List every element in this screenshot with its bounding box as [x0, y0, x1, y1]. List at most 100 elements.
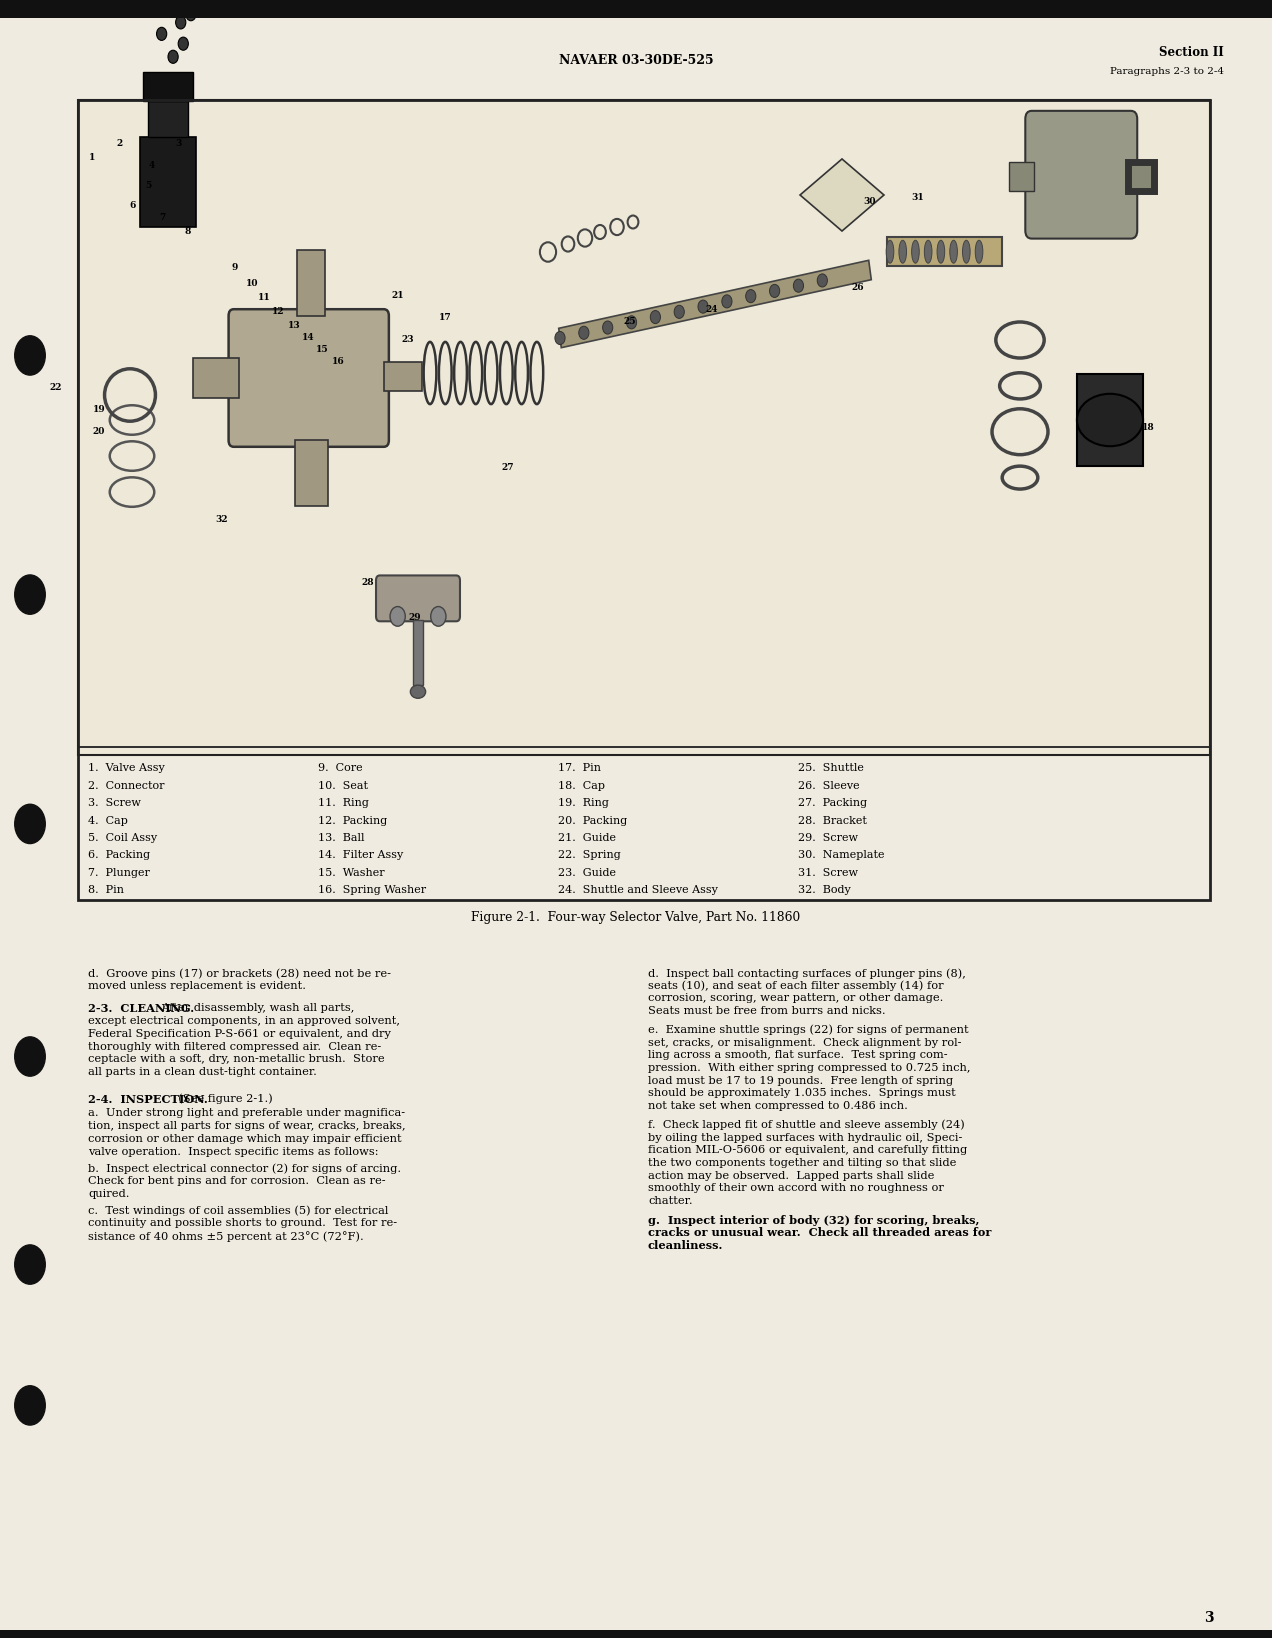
Text: 17: 17: [439, 313, 452, 323]
Text: 29: 29: [408, 614, 421, 622]
Bar: [78, 747, 1210, 749]
Text: fication MIL-O-5606 or equivalent, and carefully fitting: fication MIL-O-5606 or equivalent, and c…: [647, 1145, 967, 1155]
Text: d.  Groove pins (17) or brackets (28) need not be re-: d. Groove pins (17) or brackets (28) nee…: [88, 968, 391, 978]
FancyBboxPatch shape: [229, 310, 389, 447]
Text: 11: 11: [258, 293, 271, 303]
Text: 32: 32: [216, 516, 228, 524]
Text: Check for bent pins and for corrosion.  Clean as re-: Check for bent pins and for corrosion. C…: [88, 1176, 385, 1186]
Text: 24.  Shuttle and Sleeve Assy: 24. Shuttle and Sleeve Assy: [558, 886, 717, 896]
Text: 26: 26: [852, 283, 864, 293]
Text: 14.  Filter Assy: 14. Filter Assy: [318, 850, 403, 860]
Text: Paragraphs 2-3 to 2-4: Paragraphs 2-3 to 2-4: [1109, 67, 1224, 77]
Text: e.  Examine shuttle springs (22) for signs of permanent: e. Examine shuttle springs (22) for sign…: [647, 1025, 968, 1035]
Text: seats (10), and seat of each filter assembly (14) for: seats (10), and seat of each filter asse…: [647, 981, 944, 991]
Text: the two components together and tilting so that slide: the two components together and tilting …: [647, 1158, 957, 1168]
Text: tion, inspect all parts for signs of wear, cracks, breaks,: tion, inspect all parts for signs of wea…: [88, 1120, 406, 1132]
Text: 24: 24: [706, 306, 719, 314]
Text: not take set when compressed to 0.486 inch.: not take set when compressed to 0.486 in…: [647, 1101, 908, 1111]
Text: corrosion, scoring, wear pattern, or other damage.: corrosion, scoring, wear pattern, or oth…: [647, 993, 944, 1004]
Ellipse shape: [912, 241, 920, 264]
Text: g.  Inspect interior of body (32) for scoring, breaks,: g. Inspect interior of body (32) for sco…: [647, 1215, 979, 1225]
Ellipse shape: [937, 241, 945, 264]
Ellipse shape: [770, 285, 780, 298]
Ellipse shape: [178, 38, 188, 51]
Text: 6.  Packing: 6. Packing: [88, 850, 150, 860]
Text: 4: 4: [149, 161, 155, 169]
Text: all parts in a clean dust-tight container.: all parts in a clean dust-tight containe…: [88, 1066, 317, 1076]
Text: should be approximately 1.035 inches.  Springs must: should be approximately 1.035 inches. Sp…: [647, 1088, 955, 1099]
Text: load must be 17 to 19 pounds.  Free length of spring: load must be 17 to 19 pounds. Free lengt…: [647, 1076, 953, 1086]
Bar: [1009, 162, 1034, 192]
Text: ceptacle with a soft, dry, non-metallic brush.  Store: ceptacle with a soft, dry, non-metallic …: [88, 1055, 384, 1065]
Text: 25: 25: [623, 318, 636, 326]
Text: 19.  Ring: 19. Ring: [558, 798, 609, 808]
Bar: [140, 138, 196, 228]
Ellipse shape: [411, 685, 426, 698]
Bar: [413, 619, 424, 685]
Text: 11.  Ring: 11. Ring: [318, 798, 369, 808]
Text: 1.  Valve Assy: 1. Valve Assy: [88, 763, 165, 773]
Text: set, cracks, or misalignment.  Check alignment by rol-: set, cracks, or misalignment. Check alig…: [647, 1037, 962, 1048]
Bar: [148, 102, 188, 138]
Ellipse shape: [674, 305, 684, 318]
Text: continuity and possible shorts to ground.  Test for re-: continuity and possible shorts to ground…: [88, 1219, 397, 1228]
Text: 10: 10: [245, 280, 258, 288]
Text: 21: 21: [392, 290, 404, 300]
Text: b.  Inspect electrical connector (2) for signs of arcing.: b. Inspect electrical connector (2) for …: [88, 1163, 401, 1174]
Text: 8: 8: [184, 228, 191, 236]
Text: 29.  Screw: 29. Screw: [798, 834, 859, 844]
Text: 13: 13: [287, 321, 300, 329]
Circle shape: [15, 1245, 46, 1284]
Bar: [298, 251, 326, 316]
Text: Federal Specification P-S-661 or equivalent, and dry: Federal Specification P-S-661 or equival…: [88, 1029, 391, 1038]
Ellipse shape: [555, 331, 565, 344]
Bar: [0, 0, 1272, 18]
Ellipse shape: [626, 316, 636, 329]
Text: Seats must be free from burrs and nicks.: Seats must be free from burrs and nicks.: [647, 1006, 885, 1016]
Text: 3: 3: [174, 139, 181, 147]
Text: valve operation.  Inspect specific items as follows:: valve operation. Inspect specific items …: [88, 1147, 379, 1156]
Circle shape: [15, 1386, 46, 1425]
Text: 23: 23: [402, 336, 415, 344]
Ellipse shape: [887, 241, 894, 264]
Text: 15: 15: [315, 346, 328, 354]
Bar: [0, 1630, 1272, 1638]
Text: 8.  Pin: 8. Pin: [88, 886, 123, 896]
Bar: [384, 362, 422, 391]
Text: 9: 9: [232, 264, 238, 272]
Ellipse shape: [899, 241, 907, 264]
Ellipse shape: [391, 606, 406, 626]
Text: d.  Inspect ball contacting surfaces of plunger pins (8),: d. Inspect ball contacting surfaces of p…: [647, 968, 965, 978]
Ellipse shape: [976, 241, 983, 264]
Text: 25.  Shuttle: 25. Shuttle: [798, 763, 864, 773]
Text: sistance of 40 ohms ±5 percent at 23°C (72°F).: sistance of 40 ohms ±5 percent at 23°C (…: [88, 1230, 364, 1242]
Ellipse shape: [1077, 393, 1144, 446]
Text: Section II: Section II: [1159, 46, 1224, 59]
Bar: [295, 441, 328, 506]
Text: 18: 18: [1142, 424, 1155, 432]
Bar: [78, 100, 1210, 755]
Bar: [1128, 162, 1154, 192]
Text: 27.  Packing: 27. Packing: [798, 798, 868, 808]
Ellipse shape: [745, 290, 756, 303]
Bar: [142, 72, 193, 102]
Text: 28: 28: [361, 578, 374, 586]
Text: 26.  Sleeve: 26. Sleeve: [798, 780, 860, 791]
Text: thoroughly with filtered compressed air.  Clean re-: thoroughly with filtered compressed air.…: [88, 1042, 382, 1052]
Text: 7: 7: [159, 213, 165, 223]
FancyBboxPatch shape: [377, 575, 460, 621]
Text: 5: 5: [145, 180, 151, 190]
Text: action may be observed.  Lapped parts shall slide: action may be observed. Lapped parts sha…: [647, 1171, 935, 1181]
Text: 23.  Guide: 23. Guide: [558, 868, 616, 878]
Bar: [78, 100, 1210, 899]
Text: pression.  With either spring compressed to 0.725 inch,: pression. With either spring compressed …: [647, 1063, 971, 1073]
Text: 10.  Seat: 10. Seat: [318, 780, 368, 791]
Text: 4.  Cap: 4. Cap: [88, 816, 128, 826]
Text: After disassembly, wash all parts,: After disassembly, wash all parts,: [162, 1004, 355, 1014]
Text: chatter.: chatter.: [647, 1196, 693, 1206]
Text: 13.  Ball: 13. Ball: [318, 834, 365, 844]
Text: 3.  Screw: 3. Screw: [88, 798, 141, 808]
Text: smoothly of their own accord with no roughness or: smoothly of their own accord with no rou…: [647, 1183, 944, 1194]
Text: a.  Under strong light and preferable under magnifica-: a. Under strong light and preferable und…: [88, 1109, 404, 1119]
Text: 6: 6: [130, 200, 136, 210]
